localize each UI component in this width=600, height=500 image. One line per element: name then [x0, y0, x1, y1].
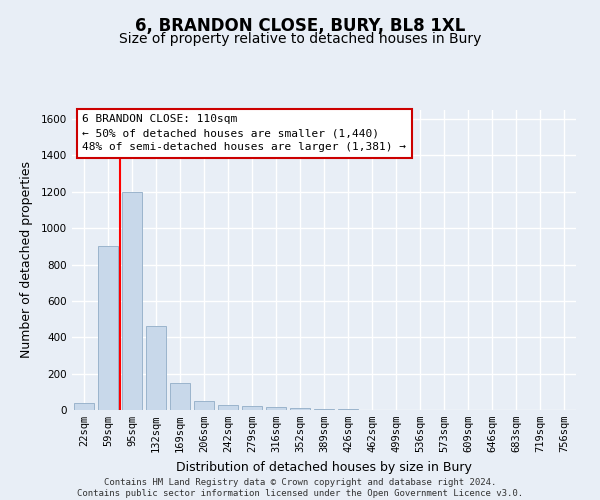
- Bar: [290, 408, 310, 410]
- Bar: [170, 382, 190, 410]
- Bar: [194, 401, 214, 410]
- Text: Size of property relative to detached houses in Bury: Size of property relative to detached ho…: [119, 32, 481, 46]
- Text: Contains HM Land Registry data © Crown copyright and database right 2024.
Contai: Contains HM Land Registry data © Crown c…: [77, 478, 523, 498]
- Bar: [122, 192, 142, 410]
- Bar: [242, 406, 262, 410]
- Bar: [98, 246, 118, 410]
- X-axis label: Distribution of detached houses by size in Bury: Distribution of detached houses by size …: [176, 460, 472, 473]
- Bar: [266, 408, 286, 410]
- Y-axis label: Number of detached properties: Number of detached properties: [20, 162, 32, 358]
- Text: 6, BRANDON CLOSE, BURY, BL8 1XL: 6, BRANDON CLOSE, BURY, BL8 1XL: [135, 18, 465, 36]
- Bar: [146, 326, 166, 410]
- Bar: [74, 402, 94, 410]
- Bar: [218, 404, 238, 410]
- Text: 6 BRANDON CLOSE: 110sqm
← 50% of detached houses are smaller (1,440)
48% of semi: 6 BRANDON CLOSE: 110sqm ← 50% of detache…: [82, 114, 406, 152]
